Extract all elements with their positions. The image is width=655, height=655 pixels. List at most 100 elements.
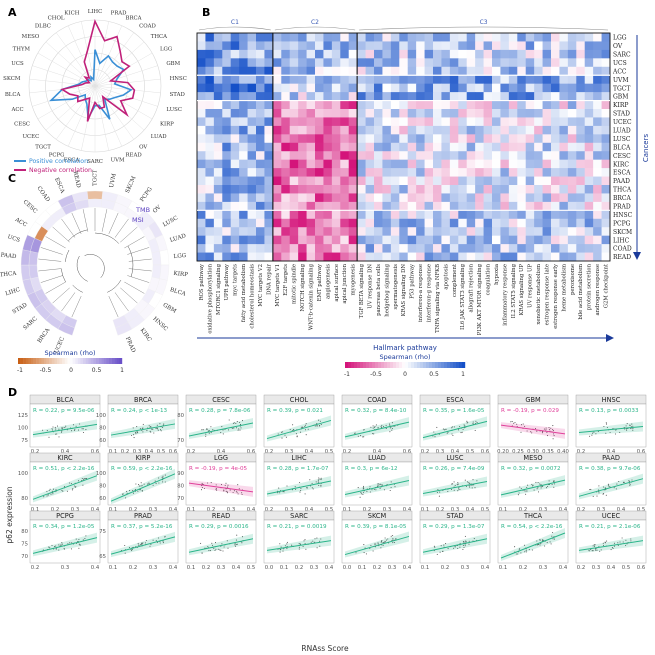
heatmap-cell xyxy=(357,49,366,59)
heatmap-cell xyxy=(197,252,206,262)
heatmap-cell xyxy=(239,159,248,169)
heatmap-cell xyxy=(272,168,282,177)
heatmap-column-label: mitotic spindle xyxy=(292,264,298,304)
heatmap-cell xyxy=(433,244,442,253)
regression-line xyxy=(32,423,98,436)
heatmap-cell xyxy=(466,117,476,127)
scatter-point xyxy=(602,486,605,488)
heatmap-cell xyxy=(230,58,240,68)
scatter-point xyxy=(228,419,230,421)
subplot-frame xyxy=(497,403,569,448)
heatmap-cell xyxy=(559,201,569,211)
heatmap-cell xyxy=(348,168,358,177)
heatmap-cell xyxy=(306,33,316,42)
subplot-stat: R = 0.28, p = 1.7e-07 xyxy=(267,466,329,472)
heatmap-cell xyxy=(407,151,417,161)
heatmap-cell xyxy=(407,193,417,203)
heatmap-cell xyxy=(584,109,594,118)
heatmap-cell xyxy=(449,92,459,101)
heatmap-cell xyxy=(407,92,417,101)
heatmap-cell xyxy=(247,151,257,161)
heatmap-cell xyxy=(449,134,459,144)
subplot-stat: R = 0.22, p = 9.5e-06 xyxy=(33,408,95,414)
heatmap-cell xyxy=(247,92,257,101)
heatmap-cell xyxy=(374,117,383,127)
scatter-point xyxy=(526,486,528,489)
scatter-point xyxy=(78,538,80,541)
heatmap-cell xyxy=(390,109,400,118)
heatmap-cell xyxy=(559,66,569,76)
heatmap-row-label: ESCA xyxy=(613,170,631,177)
circ-colorbar-step xyxy=(57,358,60,364)
scatter-point xyxy=(385,427,387,430)
heatmap-cell xyxy=(247,227,257,237)
heatmap-cell xyxy=(424,134,434,144)
heatmap-cell xyxy=(433,252,442,262)
scatter-point xyxy=(389,489,391,492)
radar-category-label: UCEC xyxy=(23,134,40,140)
heatmap-cell xyxy=(576,151,586,161)
heatmap-column-label: androgen response xyxy=(595,264,601,316)
heatmap-cell xyxy=(247,33,257,42)
heatmap-cell xyxy=(331,134,341,144)
heatmap-cell xyxy=(239,66,248,76)
scatter-point xyxy=(525,551,527,553)
scatter-point xyxy=(617,542,619,544)
heatmap-cell xyxy=(601,185,611,194)
scatter-point xyxy=(372,433,374,435)
circ-cell-msi xyxy=(87,198,103,208)
heatmap-colorbar-tick: 1 xyxy=(461,371,465,378)
heatmap-cell xyxy=(492,244,501,253)
heatmap-cell xyxy=(357,92,366,101)
heatmap-cell xyxy=(551,109,560,118)
heatmap-cell xyxy=(247,168,257,177)
scatter-point xyxy=(612,547,614,549)
heatmap-cell xyxy=(239,125,248,135)
scatter-point xyxy=(433,545,435,547)
heatmap-cell xyxy=(551,100,560,110)
scatter-point xyxy=(605,423,608,425)
subplot-title: CHOL xyxy=(290,396,309,404)
heatmap-cell xyxy=(542,109,552,118)
heatmap-cell xyxy=(407,235,417,245)
heatmap-cell xyxy=(365,201,375,211)
subplot-x-tick: 0.2 xyxy=(187,449,195,455)
scatter-point xyxy=(215,548,217,550)
heatmap-cell xyxy=(517,41,527,51)
scatter-point xyxy=(362,436,364,438)
subplot-title: PRAD xyxy=(134,512,152,520)
scatter-point xyxy=(277,433,279,435)
scatter-point xyxy=(542,485,544,487)
circ-colorbar-step xyxy=(96,358,99,364)
scatter-point xyxy=(549,541,551,543)
scatter-point xyxy=(201,552,203,554)
scatter-point xyxy=(468,482,470,484)
scatter-point xyxy=(156,428,159,430)
heatmap-cell xyxy=(492,100,501,110)
heatmap-cell xyxy=(289,252,299,262)
heatmap-cell xyxy=(197,75,206,85)
heatmap-cell xyxy=(331,210,341,220)
heatmap-cell xyxy=(407,83,417,93)
heatmap-cell xyxy=(323,252,333,262)
heatmap-cell xyxy=(542,235,552,245)
heatmap-cell xyxy=(357,176,366,186)
heatmap-cell xyxy=(365,92,375,101)
circ-category-label: SKCM xyxy=(125,175,138,194)
scatter-point xyxy=(300,489,302,492)
heatmap-cell xyxy=(374,92,383,101)
heatmap-column-label: apoptosis xyxy=(443,264,449,290)
heatmap-cell xyxy=(272,193,282,203)
heatmap-cell xyxy=(357,109,366,118)
heatmap-cell xyxy=(458,201,468,211)
heatmap-cell xyxy=(348,244,358,253)
scatter-point xyxy=(474,429,476,431)
scatter-point xyxy=(316,537,318,539)
heatmap-cell xyxy=(382,100,392,110)
heatmap-cell xyxy=(365,159,375,169)
heatmap-cell xyxy=(551,75,560,85)
heatmap-cell xyxy=(340,66,350,76)
scatter-point xyxy=(553,481,555,483)
heatmap-cell xyxy=(567,58,577,68)
scatter-point xyxy=(226,492,229,494)
